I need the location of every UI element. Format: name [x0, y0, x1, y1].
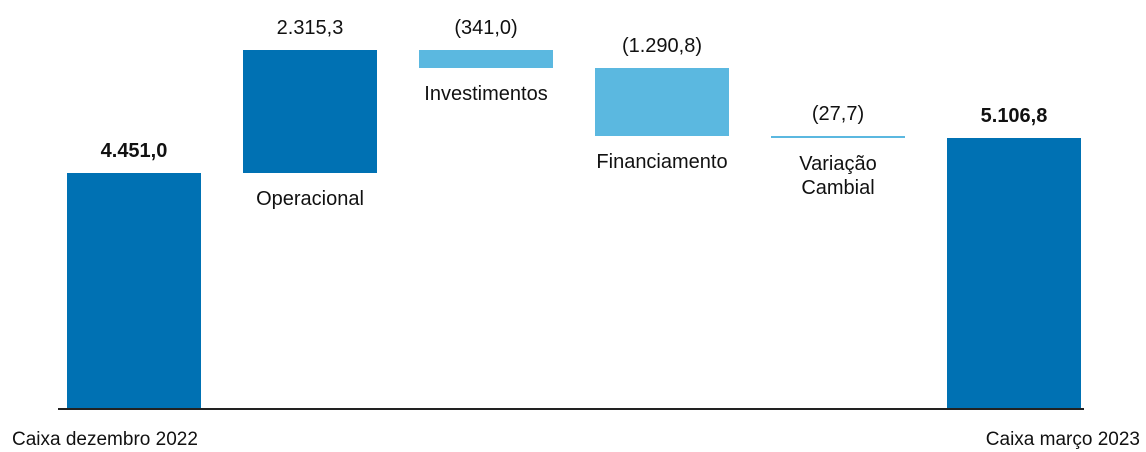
bar — [771, 136, 905, 138]
bar — [67, 172, 201, 408]
category-label: Caixa dezembro 2022 — [12, 429, 198, 450]
bar — [947, 137, 1081, 408]
category-label: Operacional — [256, 187, 364, 210]
value-label: (27,7) — [811, 103, 865, 126]
baseline — [58, 408, 1084, 410]
bar — [243, 50, 377, 173]
value-label: 2.315,3 — [276, 17, 344, 39]
category-label: Caixa março 2023 — [985, 429, 1140, 450]
value-label: (1.290,8) — [621, 35, 703, 58]
category-label: Investimentos — [424, 83, 548, 106]
bar — [595, 68, 729, 137]
value-label: 4.451,0 — [100, 139, 168, 162]
value-label: (341,0) — [454, 17, 518, 39]
value-label: 5.106,8 — [980, 104, 1048, 127]
category-label: Variação Cambial — [799, 152, 877, 199]
category-label: Financiamento — [596, 151, 728, 174]
bar — [419, 50, 553, 69]
